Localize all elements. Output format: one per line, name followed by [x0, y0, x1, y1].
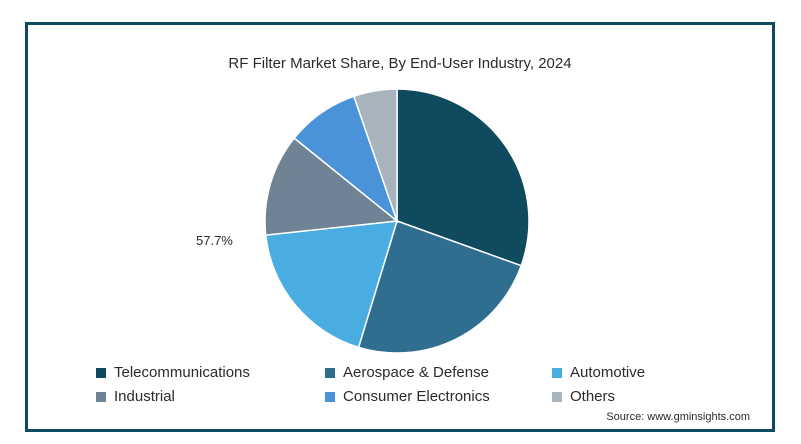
legend-label: Aerospace & Defense	[343, 364, 489, 381]
legend-swatch	[325, 391, 335, 402]
legend-item-telecommunications: Telecommunications	[96, 364, 250, 381]
legend-item-aerospace-defense: Aerospace & Defense	[325, 364, 489, 381]
legend-item-consumer-electronics: Consumer Electronics	[325, 388, 490, 405]
pie-slice-industrial	[264, 137, 399, 236]
chart-frame: RF Filter Market Share, By End-User Indu…	[25, 22, 775, 432]
legend-item-others: Others	[552, 388, 615, 405]
pie-slice-aerospace-defense	[357, 220, 523, 354]
legend-label: Consumer Electronics	[343, 388, 490, 405]
legend-label: Telecommunications	[114, 364, 250, 381]
legend-swatch	[96, 367, 106, 378]
legend-item-automotive: Automotive	[552, 364, 645, 381]
legend-label: Automotive	[570, 364, 646, 381]
legend-item-industrial: Industrial	[96, 388, 175, 405]
source-note: Source: www.gminsights.com	[606, 411, 750, 423]
pie-chart	[264, 88, 530, 354]
pie-slice-automotive	[264, 220, 399, 349]
legend-label: Industrial	[114, 388, 175, 405]
pie-slice-telecommunications	[396, 88, 530, 267]
legend-label: Others	[570, 388, 616, 405]
legend-swatch	[325, 367, 335, 378]
chart-title: RF Filter Market Share, By End-User Indu…	[228, 55, 572, 72]
pie-slice-others	[352, 88, 398, 222]
share-annotation: 57.7%	[196, 233, 233, 248]
legend-swatch	[552, 367, 562, 378]
legend-swatch	[96, 391, 106, 402]
legend-swatch	[552, 391, 562, 402]
